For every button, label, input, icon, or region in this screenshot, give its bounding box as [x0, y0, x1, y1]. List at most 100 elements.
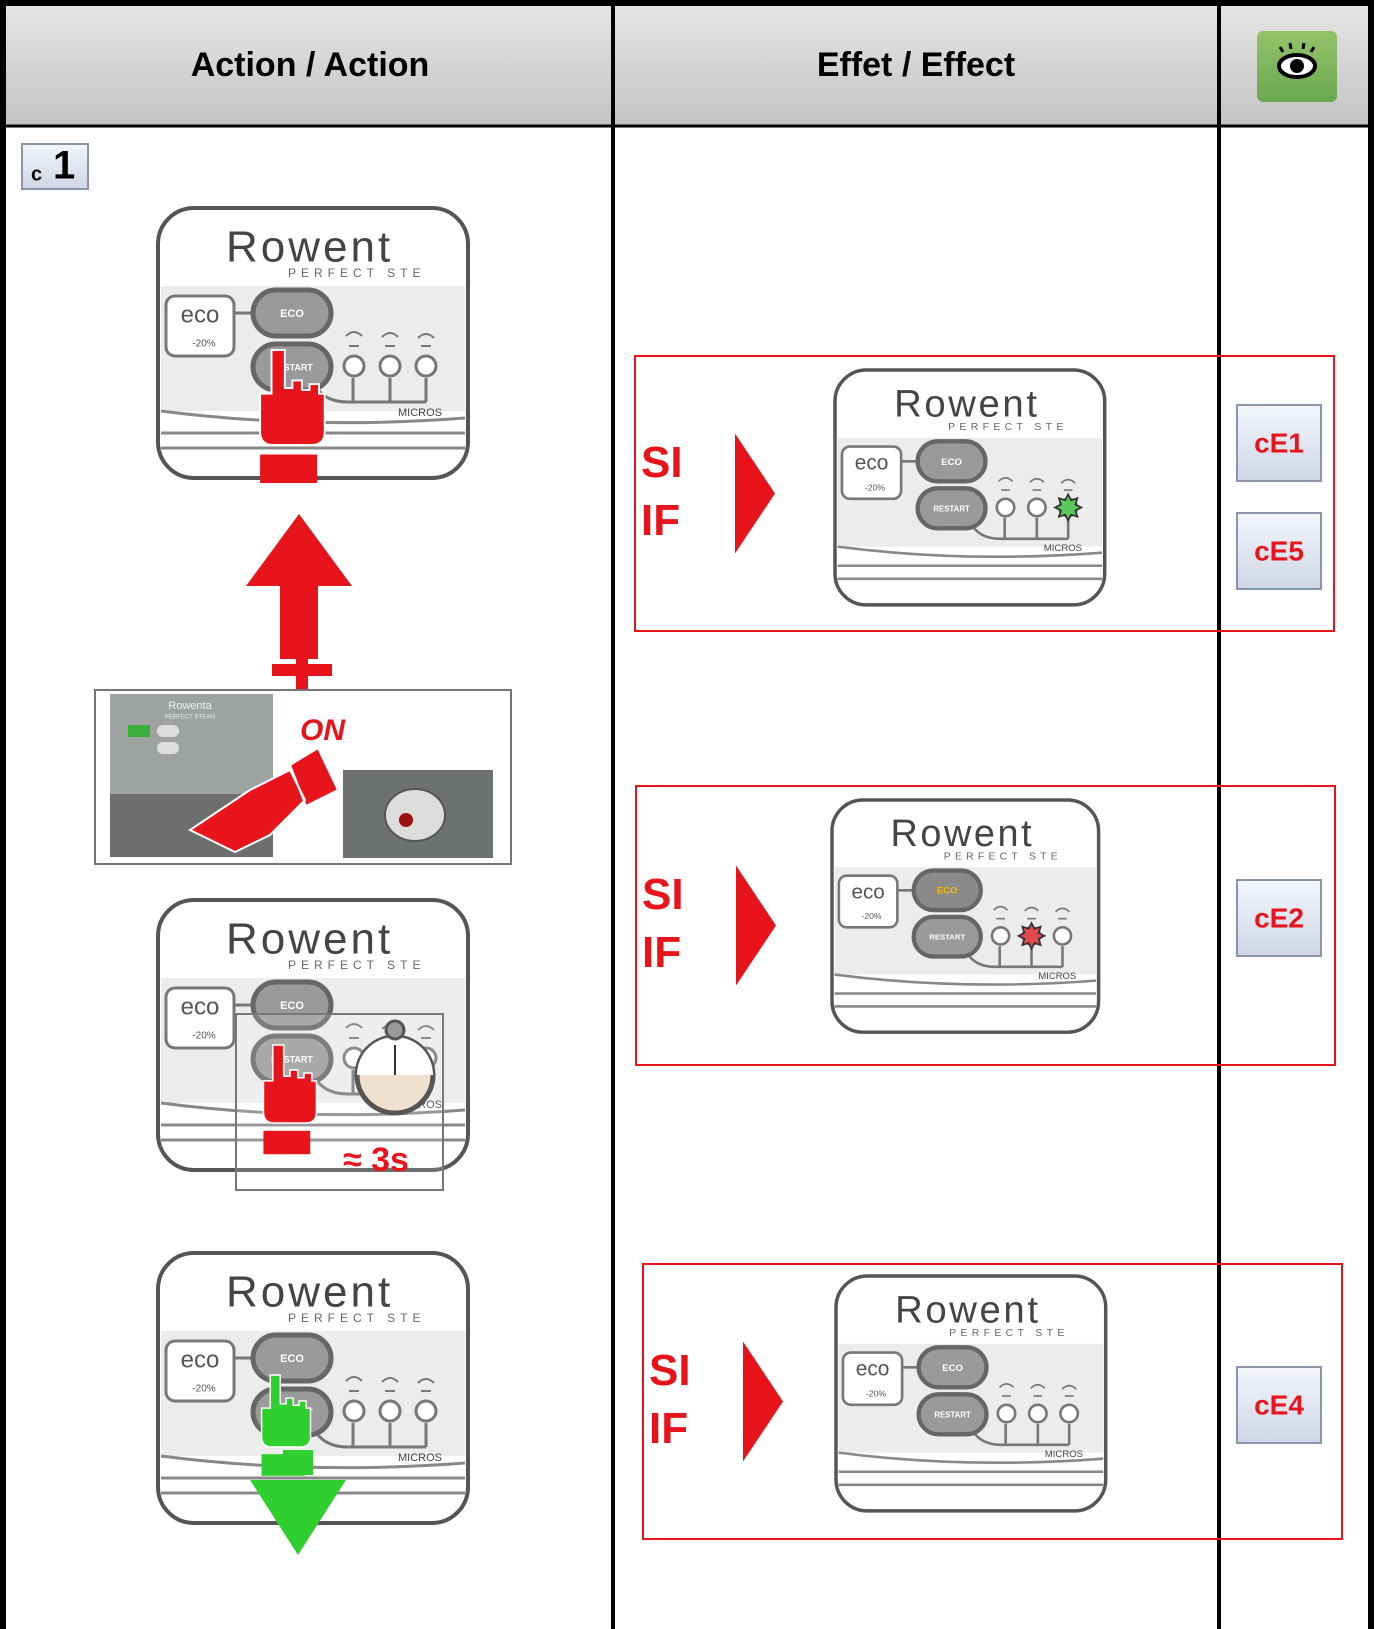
indicator-icon	[417, 1025, 435, 1039]
eco-button	[250, 1332, 334, 1384]
eco-logo-box	[837, 874, 899, 929]
brand: Rowent	[890, 813, 1034, 855]
brand: Rowent	[226, 1268, 393, 1317]
eco-button-label: ECO	[937, 886, 958, 897]
code-label: cE1	[1254, 427, 1304, 458]
photo-panel	[110, 694, 273, 794]
eco-logo: eco	[856, 1357, 890, 1380]
indicator	[995, 497, 1016, 518]
condition-arrow	[735, 433, 775, 554]
model: PERFECT STE	[288, 958, 425, 972]
photo-brand: Rowenta	[168, 700, 212, 712]
switch-dot	[399, 813, 413, 827]
code-label: cE4	[1254, 1389, 1304, 1420]
restart-button-label: RESTART	[934, 1410, 971, 1419]
micros: MICROS	[1038, 971, 1076, 982]
hand-shape	[260, 1374, 312, 1448]
indicator-lit	[1053, 492, 1084, 523]
hold-time: ≈ 3s	[343, 1141, 409, 1179]
code-label: cE2	[1254, 902, 1304, 933]
step-label: c 1	[21, 143, 89, 190]
eco-button-label: ECO	[942, 1363, 963, 1374]
eco-button	[250, 979, 334, 1031]
photo-button	[157, 742, 179, 754]
indicator-lit	[1016, 921, 1047, 951]
eco-logo-box	[164, 294, 236, 358]
condition: SI	[649, 1346, 691, 1395]
code-button-bg	[1236, 512, 1322, 590]
indicator-icon	[417, 333, 435, 347]
connector	[968, 946, 1064, 969]
code-button[interactable]: cE4	[1236, 1366, 1322, 1444]
indicator	[1059, 1403, 1080, 1424]
micros: MICROS	[398, 407, 442, 419]
photo-button	[157, 725, 179, 737]
indicator-icon	[997, 477, 1014, 491]
indicator-icon	[1024, 906, 1040, 920]
model: PERFECT STE	[948, 422, 1068, 433]
header-cell: Effet / Effect	[817, 46, 1015, 84]
indicator	[414, 1399, 438, 1423]
eco-button	[916, 1345, 989, 1390]
condition: SI	[641, 438, 683, 487]
header-cell: Action / Action	[191, 46, 430, 84]
effect-frame	[634, 355, 1335, 632]
eco-logo-box	[841, 1351, 904, 1407]
code-button-bg	[1236, 404, 1322, 482]
eye-icon[interactable]	[1257, 31, 1337, 102]
eco-reduction: -20%	[192, 1384, 215, 1395]
indicator	[1052, 925, 1073, 946]
eco-button	[911, 868, 983, 913]
model: PERFECT STE	[944, 851, 1062, 862]
condition-arrow	[743, 1341, 783, 1462]
code-button-bg	[1236, 879, 1322, 957]
eco-logo: eco	[181, 301, 220, 328]
brand: Rowent	[226, 915, 393, 964]
indicator	[378, 1399, 402, 1423]
restart-button	[916, 1392, 989, 1437]
indicator-icon	[1060, 478, 1076, 491]
indicator-icon	[1054, 907, 1070, 920]
indicator	[990, 925, 1011, 946]
condition: IF	[649, 1404, 688, 1453]
eco-logo-box	[164, 986, 236, 1050]
hand	[262, 1044, 318, 1155]
switch-label: ON	[300, 714, 346, 747]
code-button[interactable]: cE2	[1236, 879, 1322, 957]
effect-frame	[635, 785, 1336, 1066]
indicator-icon	[1061, 1384, 1077, 1397]
indicator	[1026, 497, 1047, 518]
connector	[316, 378, 428, 404]
arrow-up	[246, 514, 352, 659]
eco-button-label: ECO	[280, 1000, 304, 1012]
stopwatch-crown	[384, 1019, 406, 1041]
indicator-icon	[381, 332, 399, 347]
model: PERFECT STE	[288, 1311, 425, 1325]
condition: SI	[642, 870, 684, 919]
code-button[interactable]: cE1	[1236, 404, 1322, 482]
panel-lines	[837, 545, 1103, 581]
indicator-icon	[1030, 1383, 1046, 1397]
indicator	[996, 1403, 1017, 1424]
indicator-icon	[345, 1376, 363, 1392]
eco-reduction: -20%	[865, 483, 886, 493]
hand-cuff	[263, 1130, 311, 1155]
eco-logo: eco	[855, 451, 889, 474]
code-button[interactable]: cE5	[1236, 512, 1322, 590]
eco-button	[915, 439, 988, 484]
eco-logo-box	[840, 445, 903, 501]
indicator-icon	[998, 1383, 1015, 1397]
indicator	[1027, 1403, 1048, 1424]
brand: Rowent	[895, 1289, 1040, 1332]
indicator	[342, 354, 366, 378]
eco-button-label: ECO	[941, 457, 962, 468]
eco-reduction: -20%	[866, 1389, 887, 1399]
effect-frame	[642, 1263, 1343, 1540]
hand-shape	[259, 349, 326, 446]
